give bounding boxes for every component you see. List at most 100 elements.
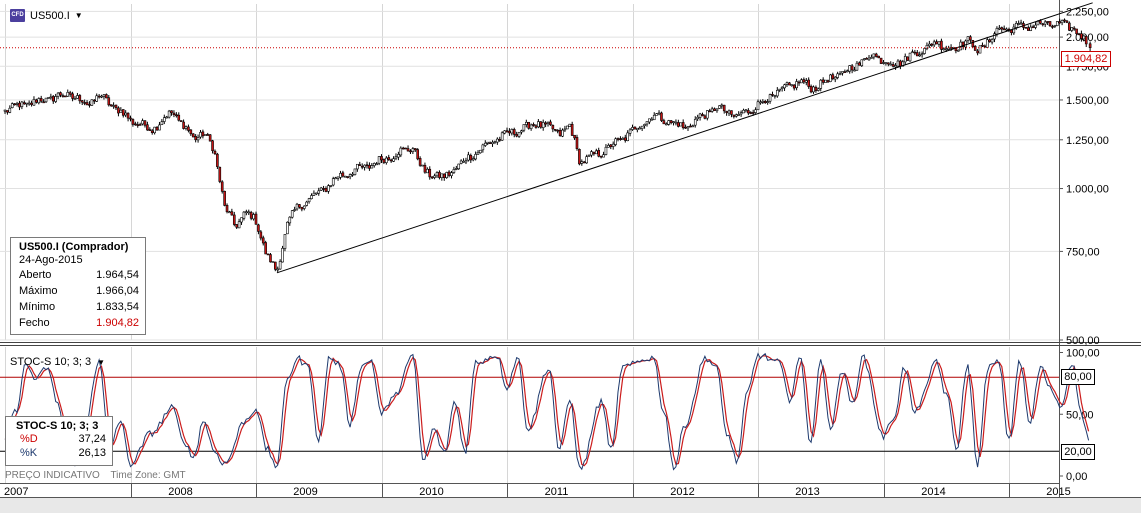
candle-body — [1048, 21, 1052, 27]
candle-body — [27, 102, 31, 105]
candle-body — [18, 102, 21, 108]
candle-body — [1088, 43, 1092, 49]
candle-body — [1082, 35, 1086, 40]
candle-body — [232, 214, 236, 225]
candle-body — [435, 172, 439, 177]
candle-body — [442, 173, 446, 179]
candle-body — [527, 121, 531, 129]
symbol-selector[interactable]: CFD US500.I ▼ — [10, 9, 83, 22]
candle-body — [804, 80, 808, 83]
candle-body — [199, 132, 202, 138]
candle-body — [1046, 21, 1049, 23]
candle-body — [802, 79, 806, 83]
candle-body — [942, 48, 946, 51]
candle-body — [49, 96, 53, 99]
candle-body — [1072, 27, 1076, 30]
candle-body — [874, 53, 878, 57]
candle-body — [172, 112, 176, 115]
candle-body — [831, 74, 835, 80]
candle-body — [961, 41, 965, 48]
candle-body — [935, 41, 938, 45]
candle-body — [838, 73, 842, 76]
candle-body — [32, 99, 36, 106]
candle-body — [73, 98, 77, 100]
series-k-line — [4, 352, 1090, 471]
candle-body — [191, 133, 195, 138]
candle-body — [97, 95, 101, 98]
candle-body — [54, 96, 57, 102]
candle-body — [322, 188, 325, 190]
candle-body — [920, 53, 924, 56]
candle-body — [252, 214, 255, 220]
candle-body — [780, 86, 784, 89]
candle-body — [681, 122, 685, 129]
candle-body — [981, 44, 984, 47]
candle-body — [689, 125, 692, 128]
candle-body — [339, 173, 342, 178]
candle-body — [884, 62, 888, 64]
candle-body — [445, 172, 448, 178]
info-row-value: 1.904,82 — [96, 317, 139, 329]
candle-body — [944, 48, 948, 51]
candle-body — [298, 204, 301, 208]
cfd-icon: CFD — [10, 9, 25, 22]
candle-body — [1053, 25, 1057, 27]
candle-body — [845, 70, 849, 73]
candle-body — [749, 112, 753, 114]
candle-body — [587, 154, 591, 157]
candle-body — [286, 221, 289, 235]
x-tick-label: 2008 — [168, 486, 192, 498]
candle-body — [25, 102, 29, 105]
level-80-tag: 80,00 — [1061, 369, 1095, 385]
candle-body — [759, 101, 762, 104]
candle-body — [563, 128, 567, 131]
candle-body — [1031, 26, 1035, 29]
candle-body — [493, 141, 497, 143]
candle-body — [1019, 22, 1023, 25]
candle-body — [983, 45, 987, 48]
x-tick-label: 2013 — [795, 486, 819, 498]
candle-body — [1000, 27, 1004, 30]
candle-body — [623, 137, 627, 141]
candle-body — [824, 79, 827, 83]
candle-body — [995, 28, 999, 35]
candle-body — [792, 84, 796, 89]
candle-body — [10, 103, 14, 108]
candle-body — [988, 39, 991, 42]
candle-body — [918, 54, 922, 57]
candle-body — [406, 148, 410, 152]
candle-body — [189, 129, 193, 135]
candle-body — [525, 122, 528, 125]
candle-body — [500, 132, 504, 141]
series-d-line — [4, 355, 1090, 467]
candle-body — [785, 82, 789, 85]
candle-body — [573, 134, 576, 139]
candle-body — [20, 101, 24, 107]
candle-body — [283, 234, 287, 249]
candle-body — [872, 53, 876, 58]
candle-body — [1060, 20, 1064, 24]
candle-body — [925, 45, 929, 50]
candle-body — [356, 163, 359, 170]
candle-body — [894, 65, 897, 68]
candle-body — [136, 124, 140, 126]
info-row-label: Mínimo — [19, 301, 56, 313]
y-axis-background — [1059, 0, 1141, 513]
candle-body — [1027, 27, 1030, 31]
indicator-selector[interactable]: STOC-S 10; 3; 3 ▼ — [10, 356, 105, 368]
candle-body — [973, 45, 977, 51]
candle-body — [776, 90, 779, 97]
candle-body — [597, 150, 601, 157]
candle-body — [469, 155, 473, 161]
candle-body — [39, 98, 43, 102]
candle-body — [998, 27, 1001, 30]
candle-body — [8, 107, 12, 113]
candle-body — [66, 91, 70, 97]
candle-body — [850, 65, 854, 71]
x-tick-label: 2010 — [419, 486, 443, 498]
candle-body — [358, 164, 362, 166]
candle-body — [742, 109, 745, 114]
candle-body — [1012, 26, 1016, 34]
